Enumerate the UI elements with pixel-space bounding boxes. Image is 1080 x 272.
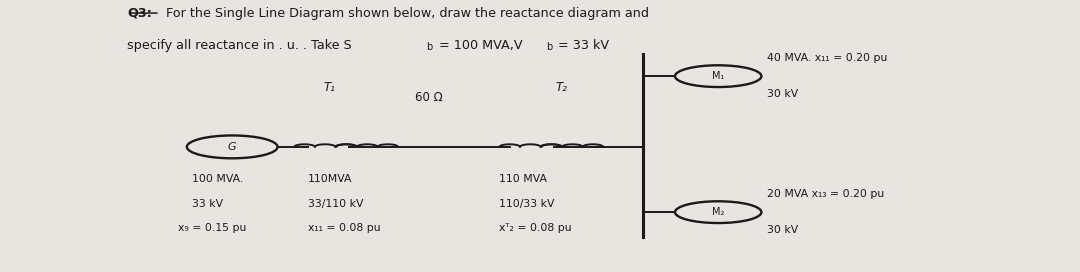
Text: 33/110 kV: 33/110 kV bbox=[308, 199, 363, 209]
Text: Q3:: Q3: bbox=[127, 7, 152, 20]
Text: 33 kV: 33 kV bbox=[192, 199, 224, 209]
Text: 30 kV: 30 kV bbox=[767, 89, 798, 99]
Text: T₂: T₂ bbox=[556, 81, 567, 94]
Text: xᵀ₂ = 0.08 pu: xᵀ₂ = 0.08 pu bbox=[499, 223, 571, 233]
Text: 30 kV: 30 kV bbox=[767, 225, 798, 235]
Text: x₉ = 0.15 pu: x₉ = 0.15 pu bbox=[178, 223, 246, 233]
Text: T₁: T₁ bbox=[324, 81, 335, 94]
Text: = 33 kV: = 33 kV bbox=[554, 39, 609, 52]
Text: For the Single Line Diagram shown below, draw the reactance diagram and: For the Single Line Diagram shown below,… bbox=[162, 7, 649, 20]
Text: G: G bbox=[228, 142, 237, 152]
Text: M₂: M₂ bbox=[712, 207, 725, 217]
Text: 110MVA: 110MVA bbox=[308, 174, 352, 184]
Text: M₁: M₁ bbox=[712, 71, 725, 81]
Text: 40 MVA. x₁₁ = 0.20 pu: 40 MVA. x₁₁ = 0.20 pu bbox=[767, 54, 887, 63]
Text: b: b bbox=[426, 42, 432, 52]
Text: 110/33 kV: 110/33 kV bbox=[499, 199, 554, 209]
Text: 20 MVA x₁₃ = 0.20 pu: 20 MVA x₁₃ = 0.20 pu bbox=[767, 190, 885, 199]
Text: 100 MVA.: 100 MVA. bbox=[192, 174, 243, 184]
Text: 110 MVA: 110 MVA bbox=[499, 174, 546, 184]
Text: specify all reactance in . u. . Take S: specify all reactance in . u. . Take S bbox=[127, 39, 352, 52]
Text: b: b bbox=[546, 42, 553, 52]
Text: x₁₁ = 0.08 pu: x₁₁ = 0.08 pu bbox=[308, 223, 380, 233]
Text: 60 Ω: 60 Ω bbox=[416, 91, 443, 104]
Text: = 100 MVA,V: = 100 MVA,V bbox=[435, 39, 523, 52]
